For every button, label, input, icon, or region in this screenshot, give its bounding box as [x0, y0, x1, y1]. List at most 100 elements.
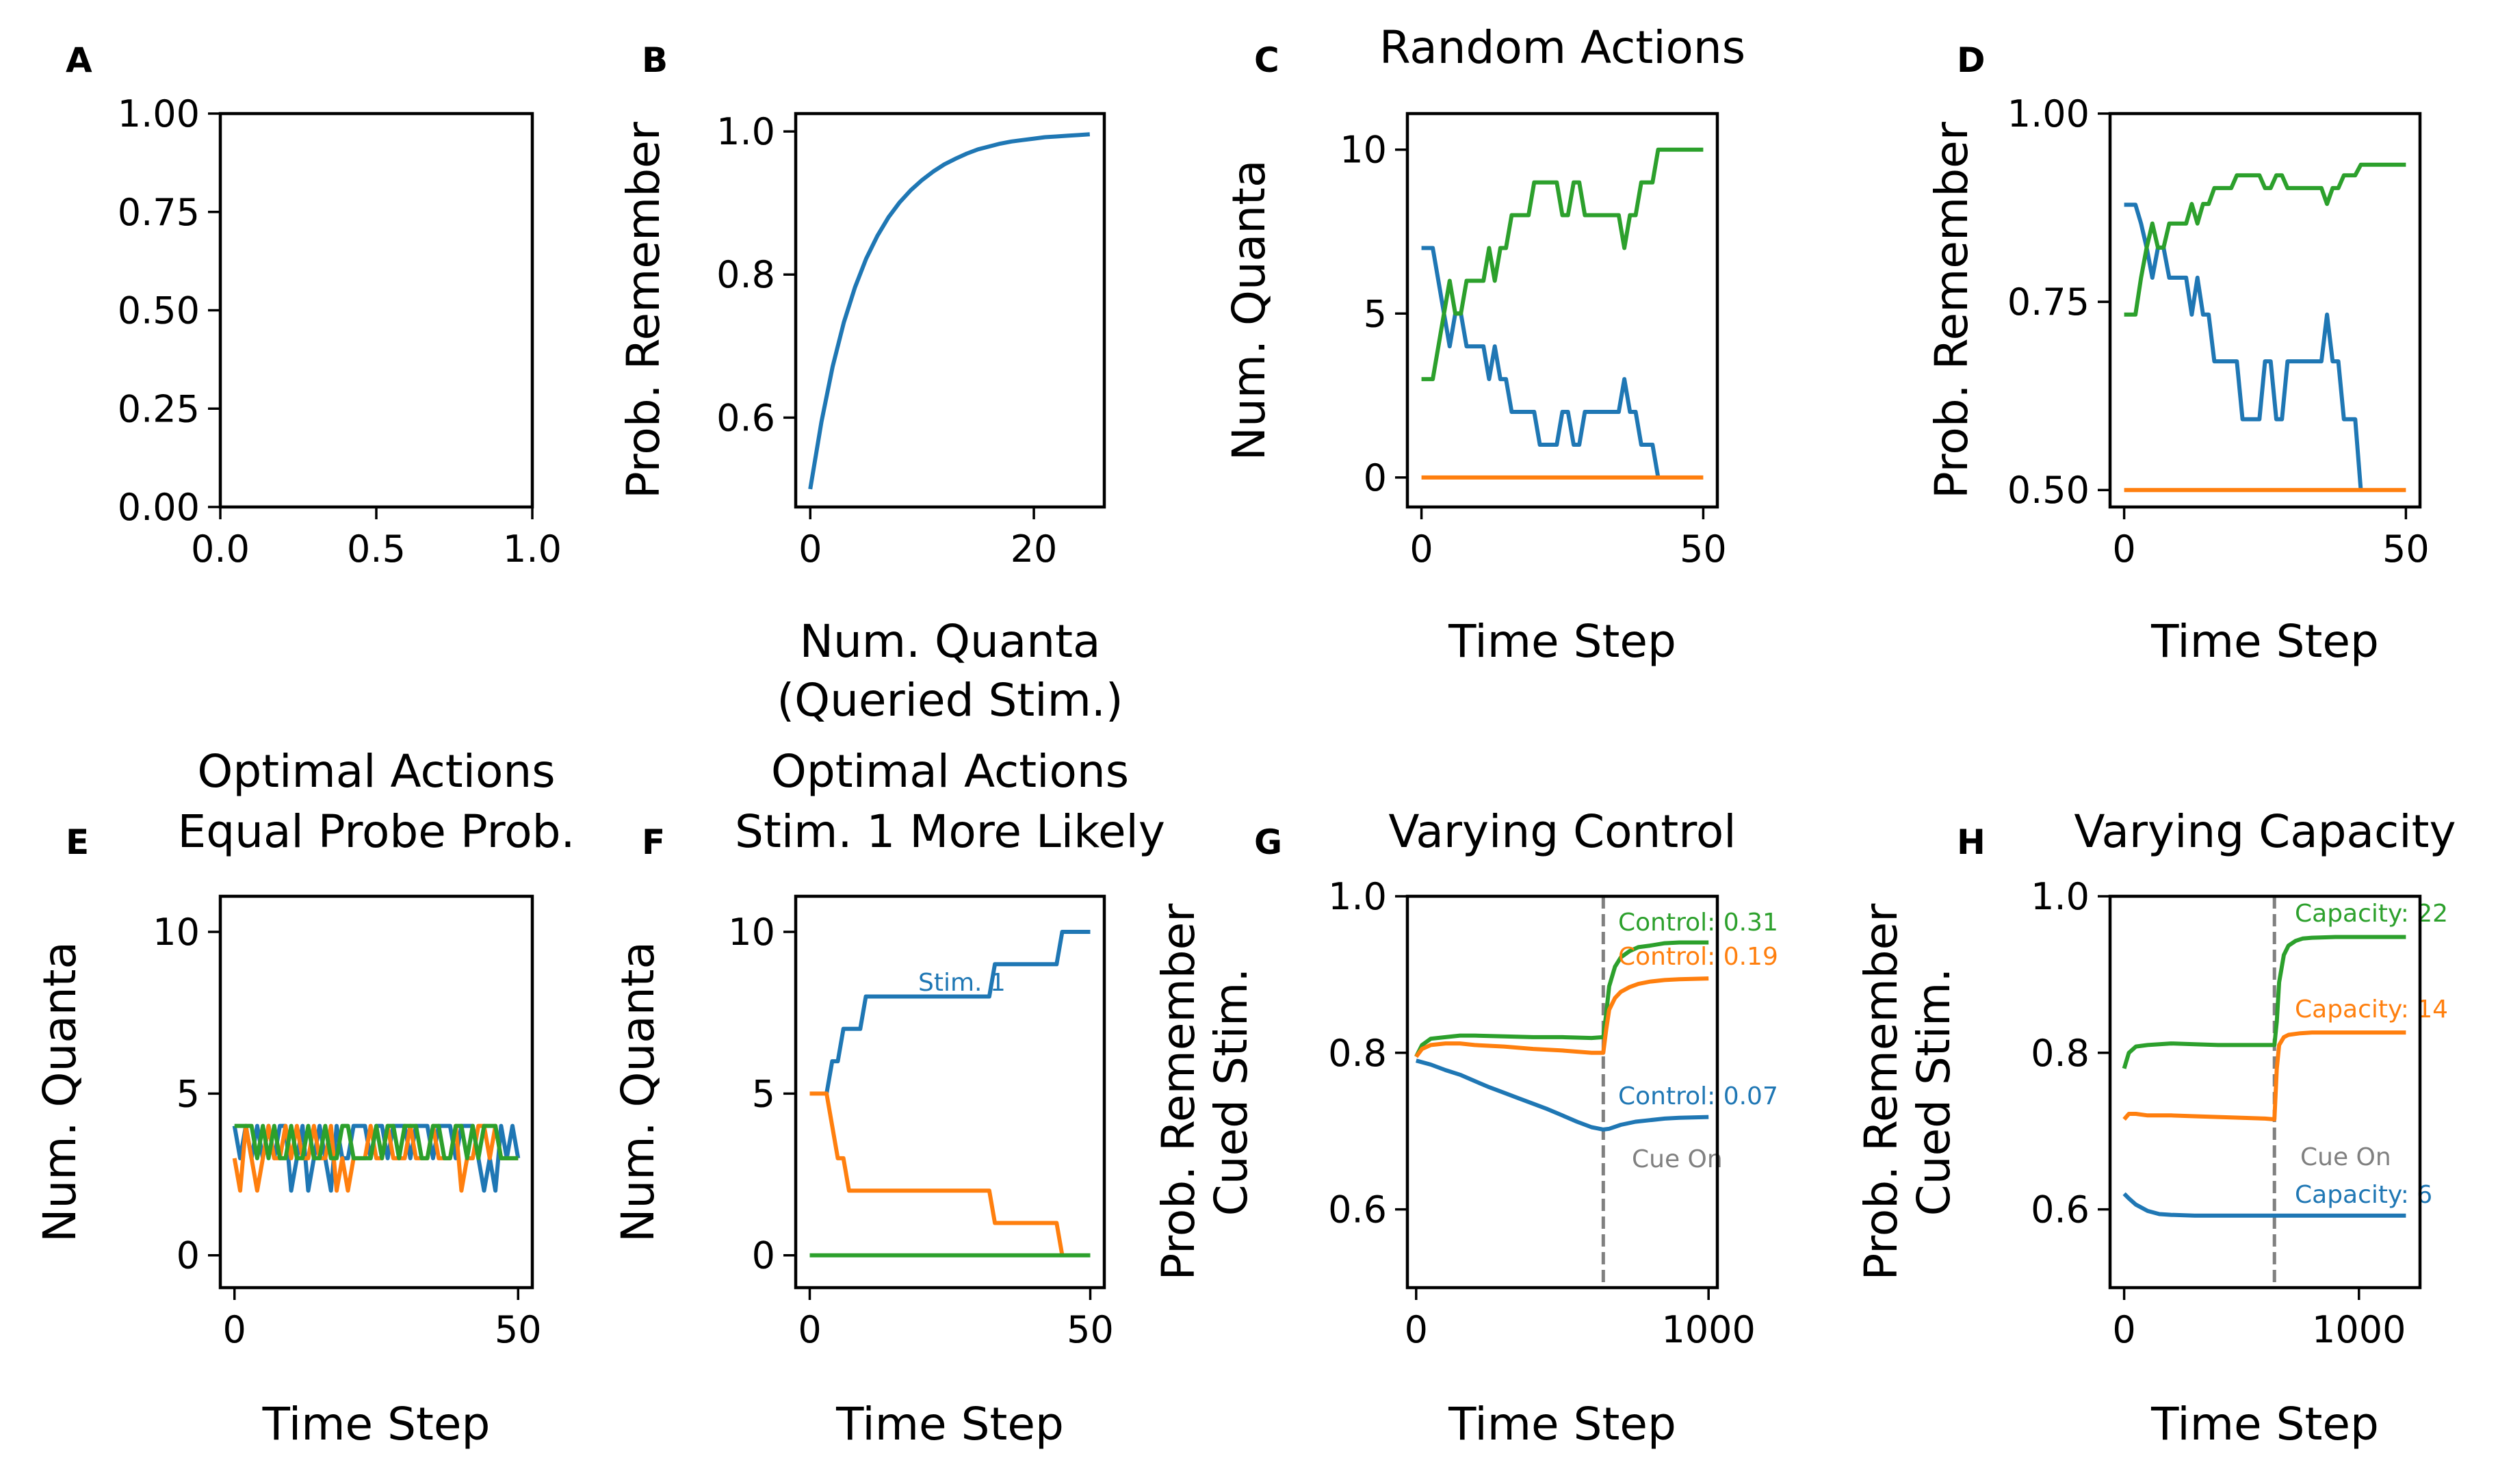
y-tick-label: 0.75	[118, 191, 200, 234]
x-tick-label: 1.0	[503, 528, 562, 571]
panel-f: F Optimal Actions Stim. 1 More Likely 0 50 0 5…	[612, 745, 1165, 1450]
x-axis-label: Time Step	[262, 1398, 491, 1450]
series-annotation: Stim. 1	[918, 969, 1006, 997]
axes-frame	[218, 112, 534, 509]
series-line	[2122, 935, 2406, 1069]
y-axis-label: Cued Stim.	[1908, 968, 1960, 1216]
chart-title: Varying Control	[1388, 805, 1736, 858]
y-tick-label: 0.50	[2007, 469, 2090, 512]
y-tick-label: 10	[728, 911, 775, 954]
y-tick-label: 5	[1364, 292, 1387, 335]
x-tick-label: 0	[798, 1308, 821, 1351]
y-tick-label: 0.8	[1328, 1032, 1387, 1075]
y-tick-label: 10	[1340, 129, 1387, 172]
axes-frame	[794, 112, 1106, 509]
x-tick-label: 0	[798, 528, 822, 571]
y-tick-label: 0.25	[118, 387, 200, 430]
y-tick-label: 5	[177, 1072, 200, 1115]
x-axis-label: Num. Quanta	[800, 615, 1101, 668]
x-axis-label: Time Step	[2150, 615, 2379, 668]
chart-title: Optimal Actions	[197, 745, 555, 798]
series-line	[824, 930, 1091, 1094]
y-axis-label: Prob. Remember	[1855, 903, 1908, 1281]
panel-letter: D	[1957, 40, 1986, 80]
x-tick-label: 0	[223, 1308, 246, 1351]
x-tick-label: 1000	[1661, 1308, 1755, 1351]
x-axis-label: (Queried Stim.)	[777, 674, 1123, 727]
y-axis-label: Prob. Remember	[1152, 903, 1205, 1281]
x-tick-label: 50	[495, 1308, 542, 1351]
series-line	[232, 1123, 519, 1193]
y-tick-label: 0.75	[2007, 281, 2090, 324]
cue-on-label: Cue On	[1632, 1145, 1723, 1173]
x-tick-label: 20	[1011, 528, 1058, 571]
panel-c: C Random Actions 0 50 0 5 10 Time Step Num. Quan…	[1223, 21, 1745, 668]
axes-frame	[2108, 112, 2422, 509]
x-tick-label: 50	[1680, 528, 1727, 571]
x-tick-label: 50	[1067, 1308, 1114, 1351]
series-annotation: Capacity: 22	[2295, 900, 2448, 928]
panel-letter: B	[642, 40, 668, 80]
x-tick-label: 0	[2112, 1308, 2135, 1351]
axes-frame	[1405, 112, 1719, 509]
series-line	[808, 132, 1091, 490]
series-line	[2122, 1192, 2406, 1218]
panel-letter: F	[642, 822, 665, 862]
panel-letter: H	[1957, 822, 1986, 862]
y-tick-label: 1.0	[2031, 875, 2090, 918]
y-tick-label: 10	[153, 911, 200, 954]
x-tick-label: 50	[2382, 528, 2430, 571]
panel-d: D 0 50 0.50 0.75 1.00 Time Step Prob. Remember	[1925, 40, 2430, 668]
series-annotation: Control: 0.19	[1618, 943, 1778, 971]
x-tick-label: 0.5	[347, 528, 406, 571]
x-tick-label: 0	[1405, 1308, 1428, 1351]
y-tick-label: 1.00	[118, 92, 200, 135]
y-axis-label: Prob. Remember	[617, 121, 670, 499]
y-tick-label: 0.50	[118, 289, 200, 333]
series-annotation: Capacity: 6	[2295, 1181, 2432, 1209]
series-line	[1416, 1058, 1709, 1132]
panel-letter: A	[66, 40, 92, 80]
axes-frame	[2108, 894, 2422, 1290]
axes-frame	[794, 894, 1106, 1290]
series-annotation: Control: 0.31	[1618, 909, 1778, 937]
y-tick-label: 0.6	[716, 396, 775, 439]
x-axis-label: Time Step	[1448, 615, 1676, 668]
series-line	[2122, 1030, 2406, 1121]
cue-on-label: Cue On	[2300, 1143, 2391, 1171]
chart-title: Optimal Actions	[771, 745, 1129, 798]
x-tick-label: 0	[2112, 528, 2135, 571]
y-tick-label: 1.0	[1328, 875, 1387, 918]
y-axis-label: Num. Quanta	[612, 941, 664, 1242]
y-axis-label: Prob. Remember	[1925, 121, 1978, 499]
series-line	[809, 1091, 1065, 1256]
panel-g: G Varying Control 0 1000 0.6 0.8 1.0 Cue On Cont…	[1152, 805, 1778, 1450]
y-tick-label: 0.8	[716, 253, 775, 296]
panel-b: B 0 20 0.6 0.8 1.0 Num. Quanta (Queried Stim.) P…	[617, 40, 1123, 727]
axes-frame	[1405, 894, 1719, 1290]
x-axis-label: Time Step	[1448, 1398, 1676, 1450]
y-tick-label: 1.0	[716, 110, 775, 153]
series-line	[1421, 147, 1704, 382]
y-tick-label: 0.6	[2031, 1188, 2090, 1232]
y-tick-label: 1.00	[2007, 92, 2090, 135]
series-line	[234, 1123, 519, 1160]
y-tick-label: 0	[177, 1234, 200, 1277]
chart-title: Varying Capacity	[2074, 805, 2456, 858]
x-axis-label: Time Step	[2150, 1398, 2379, 1450]
x-tick-label: 0	[1409, 528, 1433, 571]
series-line	[1414, 976, 1709, 1058]
chart-title: Random Actions	[1379, 21, 1745, 74]
x-axis-label: Time Step	[835, 1398, 1064, 1450]
y-tick-label: 0	[1364, 456, 1387, 499]
panel-letter: E	[66, 822, 89, 862]
panel-letter: C	[1254, 40, 1279, 80]
y-tick-label: 0	[752, 1234, 775, 1277]
panel-a: A 0.0 0.5 1.0 0.00 0.25 0.50 0.75 1.00	[66, 40, 562, 571]
series-annotation: Capacity: 14	[2295, 995, 2448, 1024]
y-tick-label: 0.8	[2031, 1032, 2090, 1075]
y-tick-label: 5	[752, 1072, 775, 1115]
